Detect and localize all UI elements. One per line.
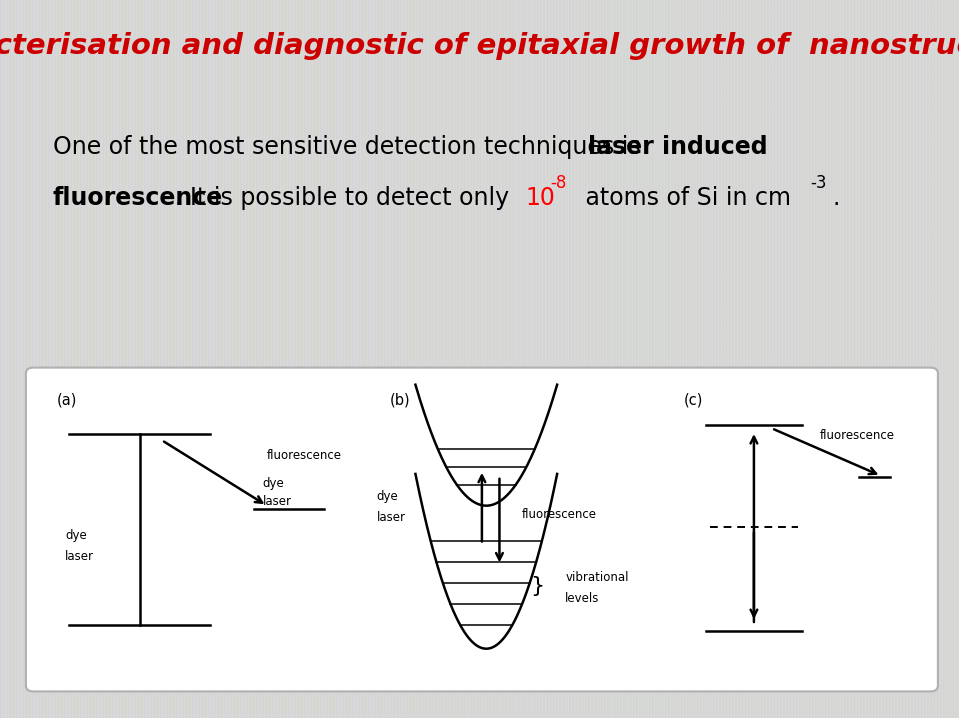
Text: fluorescence: fluorescence bbox=[267, 449, 342, 462]
Text: 10: 10 bbox=[526, 186, 555, 210]
Text: fluorescence: fluorescence bbox=[522, 508, 596, 521]
Text: }: } bbox=[530, 576, 545, 596]
Text: laser: laser bbox=[377, 511, 406, 524]
Text: . It is possible to detect only: . It is possible to detect only bbox=[175, 186, 517, 210]
Text: laser: laser bbox=[65, 550, 94, 563]
Text: fluorescence: fluorescence bbox=[820, 429, 895, 442]
Text: dye: dye bbox=[377, 490, 398, 503]
Text: vibrational: vibrational bbox=[565, 571, 629, 584]
Text: laser: laser bbox=[263, 495, 292, 508]
Text: laser induced: laser induced bbox=[588, 136, 767, 159]
Text: (c): (c) bbox=[684, 393, 703, 407]
Text: Characterisation and diagnostic of epitaxial growth of  nanostructures: Characterisation and diagnostic of epita… bbox=[0, 32, 959, 60]
Text: dye: dye bbox=[65, 529, 87, 542]
Text: -8: -8 bbox=[550, 174, 567, 192]
FancyBboxPatch shape bbox=[26, 368, 938, 691]
Text: -3: -3 bbox=[810, 174, 827, 192]
Text: atoms of Si in cm: atoms of Si in cm bbox=[578, 186, 791, 210]
Text: fluorescence: fluorescence bbox=[53, 186, 223, 210]
Text: (b): (b) bbox=[389, 393, 410, 407]
Text: dye: dye bbox=[263, 477, 284, 490]
Text: One of the most sensitive detection techniques is: One of the most sensitive detection tech… bbox=[53, 136, 648, 159]
Text: levels: levels bbox=[565, 592, 599, 605]
Text: (a): (a) bbox=[57, 393, 77, 407]
Text: .: . bbox=[832, 186, 840, 210]
